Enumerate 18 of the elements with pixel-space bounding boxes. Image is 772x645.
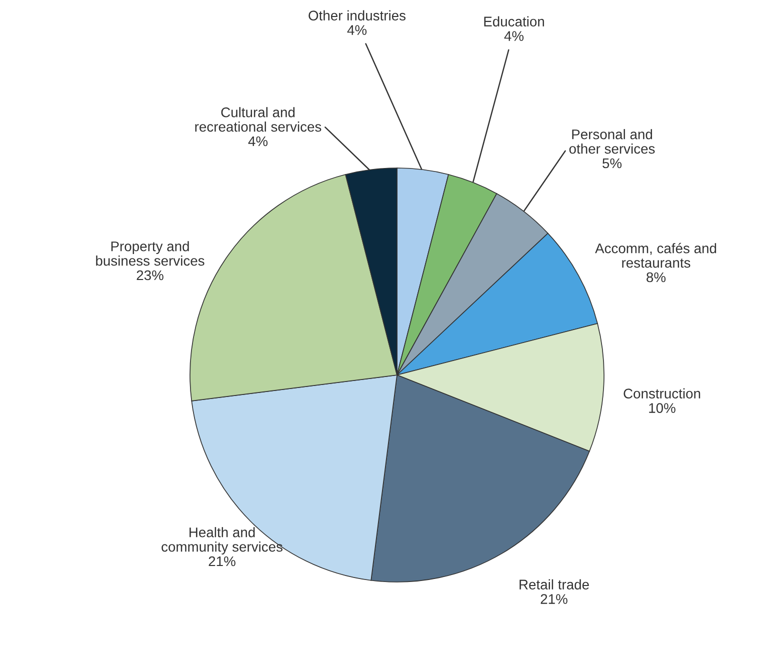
slice-label: Personal and other services (569, 129, 655, 154)
data-label: 8% (646, 272, 666, 282)
slice-label: Health and community services (162, 527, 282, 554)
slice-label: Accomm, cafés and restaurants (595, 242, 716, 268)
data-label: 21% (540, 594, 568, 604)
slice-label: Cultural and recreational services (195, 107, 322, 132)
data-label: 4% (248, 136, 268, 146)
slice-label: Education (484, 16, 544, 26)
data-label: 4% (504, 31, 524, 41)
slice-label: Other industries (308, 10, 406, 20)
data-label: 4% (347, 25, 367, 35)
slice-label: Construction (624, 388, 700, 398)
data-label: 21% (208, 556, 236, 566)
slice-label: Retail trade (520, 579, 589, 590)
data-label: 23% (136, 270, 164, 280)
data-label: 5% (602, 158, 622, 168)
data-label: 10% (649, 403, 676, 413)
slice-label: Property and business services (96, 241, 204, 266)
